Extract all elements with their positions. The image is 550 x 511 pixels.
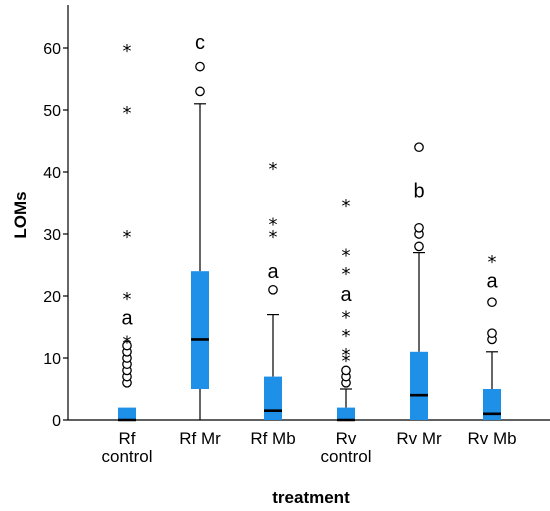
extreme-star: *	[269, 215, 278, 236]
extreme-star: *	[342, 246, 351, 267]
extreme-star: *	[342, 308, 351, 329]
x-tick-label: Rf Mb	[250, 429, 295, 448]
outlier-circle	[414, 241, 424, 252]
extreme-star: *	[123, 41, 132, 62]
x-tick-label: Rv Mr	[396, 429, 442, 448]
y-tick-label: 60	[43, 41, 61, 58]
box	[337, 407, 355, 420]
x-tick-label: Rf Mr	[179, 429, 221, 448]
box	[483, 389, 501, 420]
outlier-circle	[487, 328, 497, 339]
extreme-star: *	[269, 159, 278, 180]
y-tick-label: 10	[43, 351, 61, 368]
box	[191, 271, 209, 389]
outlier-circle	[195, 86, 205, 97]
outlier-circle	[487, 297, 497, 308]
significance-letters: a c a a b a	[121, 32, 498, 330]
group-letter: c	[195, 32, 205, 54]
group-letter: b	[413, 181, 424, 203]
y-tick-label: 0	[52, 413, 61, 430]
boxes	[118, 103, 501, 422]
outlier-circle	[195, 61, 205, 72]
y-axis-title: LOMs	[11, 191, 30, 238]
group-letter: a	[267, 261, 279, 283]
box	[264, 376, 282, 420]
x-tick-label: control	[101, 447, 152, 466]
axes: 0 10 20 30 40 50 60	[43, 5, 550, 430]
y-tick-label: 40	[43, 165, 61, 182]
x-tick-label: control	[320, 447, 371, 466]
outlier-circle	[414, 142, 424, 153]
outlier-circle	[414, 222, 424, 233]
group-letter: a	[340, 284, 352, 306]
x-axis-title: treatment	[272, 488, 350, 507]
group-letter: a	[121, 308, 133, 330]
outlier-circle	[341, 365, 351, 376]
outlier-points: ****************	[122, 41, 497, 388]
extreme-star: *	[488, 252, 497, 273]
y-tick-label: 20	[43, 289, 61, 306]
y-tick-label: 50	[43, 103, 61, 120]
extreme-star: *	[342, 196, 351, 217]
y-tick-label: 30	[43, 227, 61, 244]
extreme-star: *	[123, 289, 132, 310]
extreme-star: *	[123, 103, 132, 124]
extreme-star: *	[123, 227, 132, 248]
extreme-star: *	[123, 332, 132, 353]
x-tick-label: Rv Mb	[467, 429, 516, 448]
group-letter: a	[486, 271, 498, 293]
outlier-circle	[122, 340, 132, 351]
extreme-star: *	[269, 227, 278, 248]
x-tick-label: Rf	[119, 429, 136, 448]
extreme-star: *	[342, 351, 351, 372]
box	[410, 351, 428, 420]
extreme-star: *	[342, 264, 351, 285]
extreme-star: *	[342, 326, 351, 347]
extreme-star: *	[342, 345, 351, 366]
outlier-circle	[268, 284, 278, 295]
x-tick-label: Rv	[336, 429, 357, 448]
box	[118, 407, 136, 420]
